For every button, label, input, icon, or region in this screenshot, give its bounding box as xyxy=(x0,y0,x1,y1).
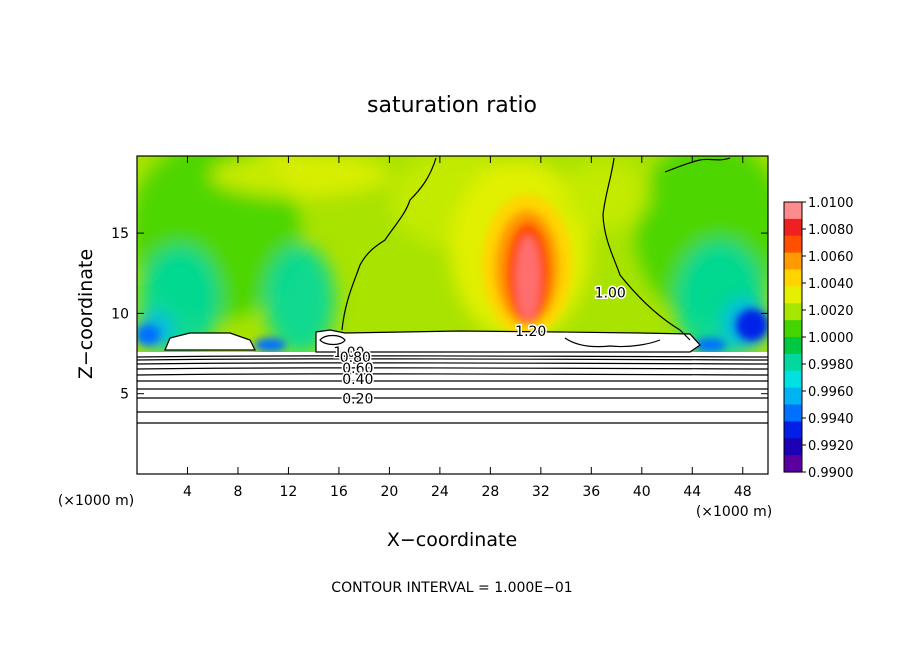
x-tick-label: 20 xyxy=(380,484,398,500)
colorbar-swatch xyxy=(784,286,802,304)
colorbar-swatch xyxy=(784,387,802,406)
colorbar-label: 1.0040 xyxy=(808,277,854,292)
colorbar-swatch xyxy=(784,404,802,422)
x-tick-label: 4 xyxy=(183,484,192,500)
contour-label: 0.20 xyxy=(342,392,373,408)
colorbar: 1.0100 1.0080 1.0060 1.0040 1.0020 1.0000 0.99… xyxy=(783,196,854,481)
x-tick-label: 48 xyxy=(734,484,752,500)
contour-line xyxy=(137,373,768,376)
y-axis: 5 10 15 xyxy=(111,226,768,403)
colorbar-label: 1.0080 xyxy=(808,223,854,238)
lower-layer xyxy=(137,352,768,474)
chart-title: saturation ratio xyxy=(367,93,537,118)
contour-line xyxy=(319,334,346,346)
colorbar-swatch xyxy=(784,252,802,271)
x-tick-label: 28 xyxy=(481,484,499,500)
contour-lines xyxy=(137,157,768,424)
colorbar-label: 0.9980 xyxy=(808,358,854,373)
x-unit-right: (×1000 m) xyxy=(696,504,772,520)
contour-line xyxy=(564,337,661,348)
cloud-region-left xyxy=(164,332,256,351)
colorbar-label: 0.9960 xyxy=(808,385,854,400)
plot-frame xyxy=(136,155,769,475)
contour-label: 1.00 xyxy=(595,286,626,302)
contour-label: 0.60 xyxy=(342,361,373,377)
contour-line xyxy=(602,157,691,341)
contour-label: 1.20 xyxy=(515,324,546,340)
x-tick-label: 24 xyxy=(431,484,449,500)
contour-line xyxy=(137,362,768,365)
colorbar-swatch xyxy=(784,269,802,287)
y-tick-label: 10 xyxy=(111,306,129,322)
x-unit-left: (×1000 m) xyxy=(58,493,134,509)
colorbar-label: 1.0020 xyxy=(808,304,854,319)
colorbar-swatch xyxy=(784,370,802,389)
x-axis: 4 8 12 16 20 24 28 32 36 40 44 48 xyxy=(183,156,752,500)
colorbar-swatch xyxy=(784,218,802,237)
cloud-region xyxy=(315,329,701,353)
plume-shading xyxy=(137,195,768,352)
y-tick-label: 5 xyxy=(120,387,129,403)
x-tick-label: 12 xyxy=(280,484,298,500)
x-tick-label: 32 xyxy=(532,484,550,500)
plot-area: 1.201.001.000.800.600.400.20 xyxy=(137,156,768,474)
colorbar-label: 0.9900 xyxy=(808,466,854,481)
contour-label: 0.80 xyxy=(340,350,371,366)
x-tick-label: 8 xyxy=(233,484,242,500)
contour-label-group: 1.201.001.000.800.600.400.20 xyxy=(332,284,627,409)
colorbar-swatch xyxy=(784,337,802,355)
x-tick-label: 40 xyxy=(633,484,651,500)
contour-label: 0.40 xyxy=(342,372,373,388)
colorbar-label: 1.0100 xyxy=(808,196,854,211)
contour-line xyxy=(664,157,731,173)
x-tick-label: 16 xyxy=(330,484,348,500)
colorbar-swatch xyxy=(784,455,802,473)
colorbar-label: 1.0000 xyxy=(808,331,854,346)
y-axis-title: Z−coordinate xyxy=(75,249,97,379)
colorbar-swatch xyxy=(784,353,802,372)
contour-interval-note: CONTOUR INTERVAL = 1.000E−01 xyxy=(331,580,572,596)
contour-label: 1.00 xyxy=(333,345,364,361)
x-tick-label: 44 xyxy=(683,484,701,500)
colorbar-swatch xyxy=(784,235,802,254)
contour-line xyxy=(341,157,437,331)
colorbar-swatch xyxy=(784,421,802,439)
colorbar-label: 0.9940 xyxy=(808,412,854,427)
y-tick-label: 15 xyxy=(111,226,129,242)
colorbar-swatch xyxy=(784,303,802,321)
x-tick-label: 36 xyxy=(582,484,600,500)
colorbar-swatch xyxy=(784,320,802,338)
colorbar-swatch xyxy=(784,438,802,456)
contour-line xyxy=(137,355,768,358)
x-axis-title: X−coordinate xyxy=(387,529,517,551)
colorbar-label: 1.0060 xyxy=(808,250,854,265)
contour-line xyxy=(137,358,768,361)
colorbar-swatch xyxy=(784,202,802,220)
contour-line xyxy=(137,367,768,370)
colorbar-label: 0.9920 xyxy=(808,439,854,454)
